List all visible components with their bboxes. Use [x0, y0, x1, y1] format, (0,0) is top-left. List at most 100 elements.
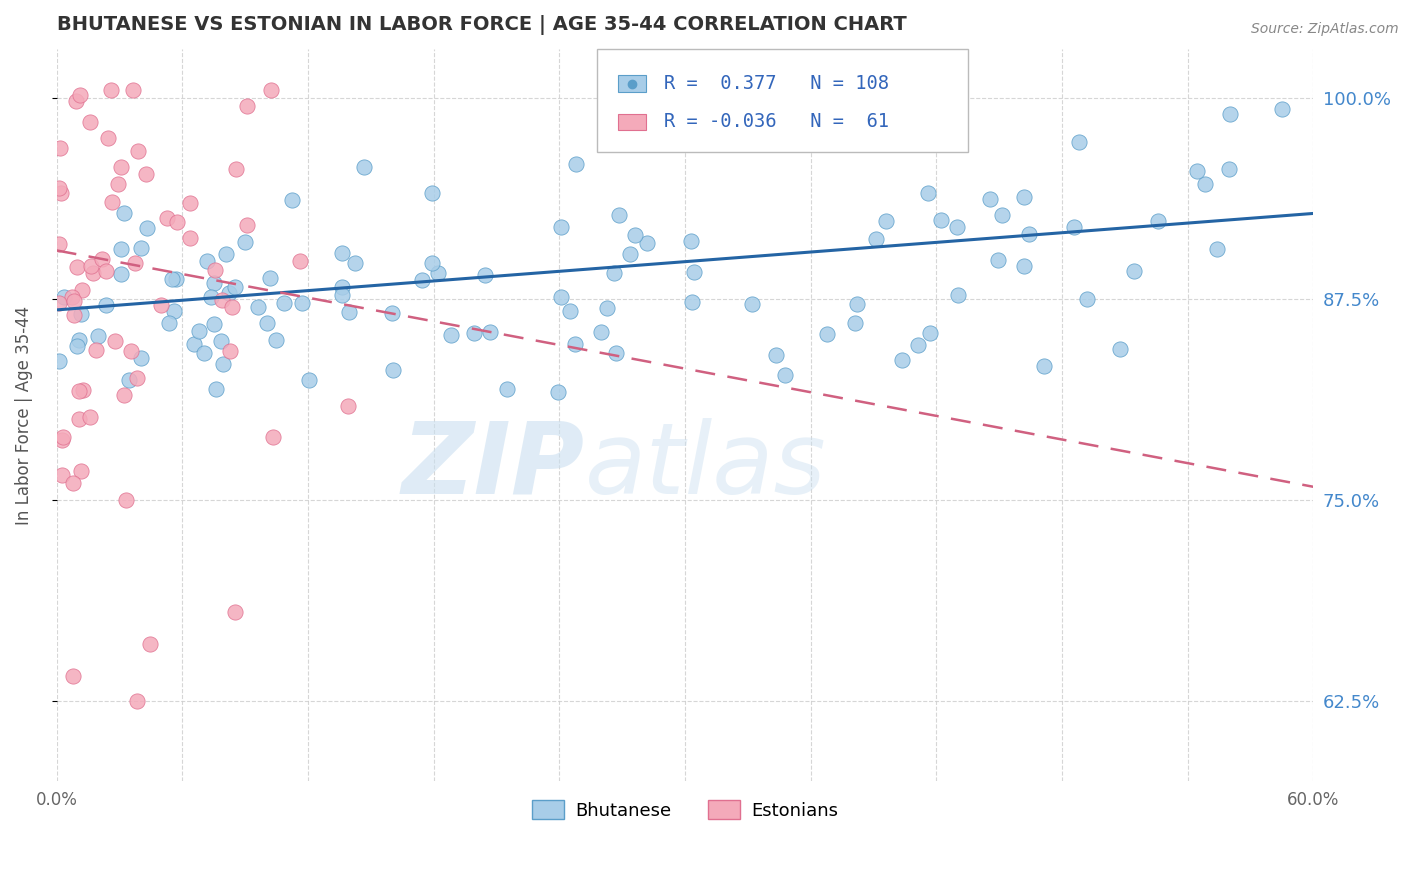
Point — [907, 338, 929, 352]
Point — [381, 306, 404, 320]
Point — [65, 94, 87, 108]
Text: R = -0.036   N =  61: R = -0.036 N = 61 — [664, 112, 889, 131]
Point — [51, 467, 73, 482]
Point — [67, 333, 90, 347]
Point — [298, 373, 321, 387]
FancyBboxPatch shape — [619, 76, 645, 92]
Point — [129, 351, 152, 365]
Point — [218, 285, 240, 300]
Point — [67, 384, 90, 398]
Point — [547, 385, 569, 400]
Point — [66, 338, 89, 352]
Point — [69, 88, 91, 103]
Point — [1206, 242, 1229, 256]
Point — [166, 215, 188, 229]
Point — [550, 220, 572, 235]
Point — [218, 343, 240, 358]
Point — [129, 241, 152, 255]
Point — [946, 287, 969, 301]
Point — [337, 304, 360, 318]
Point — [246, 300, 269, 314]
Point — [202, 317, 225, 331]
Point — [1018, 227, 1040, 241]
Point — [224, 280, 246, 294]
Point — [427, 267, 450, 281]
Point — [479, 325, 502, 339]
Point — [209, 334, 232, 348]
Point — [94, 298, 117, 312]
Point — [100, 82, 122, 96]
Point — [1033, 359, 1056, 373]
Text: ZIP: ZIP — [401, 418, 585, 515]
Point — [205, 382, 228, 396]
Point — [605, 345, 627, 359]
Point — [236, 219, 259, 233]
Point — [288, 253, 311, 268]
Point — [1014, 259, 1036, 273]
Point — [765, 348, 787, 362]
Point — [636, 235, 658, 250]
Text: BHUTANESE VS ESTONIAN IN LABOR FORCE | AGE 35-44 CORRELATION CHART: BHUTANESE VS ESTONIAN IN LABOR FORCE | A… — [56, 15, 907, 35]
Point — [90, 252, 112, 267]
Point — [69, 307, 91, 321]
Point — [474, 268, 496, 282]
Point — [844, 316, 866, 330]
Point — [110, 242, 132, 256]
Point — [215, 247, 238, 261]
Point — [1194, 177, 1216, 191]
Text: atlas: atlas — [585, 418, 827, 515]
Point — [67, 412, 90, 426]
Point — [52, 430, 75, 444]
Point — [845, 297, 868, 311]
Point — [114, 493, 136, 508]
Point — [165, 272, 187, 286]
Y-axis label: In Labor Force | Age 35-44: In Labor Force | Age 35-44 — [15, 306, 32, 524]
Point — [79, 409, 101, 424]
Point — [62, 475, 84, 490]
Point — [463, 326, 485, 340]
Point — [63, 309, 86, 323]
Point — [603, 266, 626, 280]
Point — [157, 316, 180, 330]
Point — [987, 253, 1010, 268]
FancyBboxPatch shape — [598, 49, 967, 152]
Point — [125, 371, 148, 385]
Point — [260, 82, 283, 96]
Point — [264, 334, 287, 348]
Point — [815, 327, 838, 342]
Point — [273, 296, 295, 310]
Point — [82, 266, 104, 280]
Point — [330, 287, 353, 301]
Legend: Bhutanese, Estonians: Bhutanese, Estonians — [524, 792, 845, 827]
Point — [156, 211, 179, 225]
Point — [62, 669, 84, 683]
Point — [48, 237, 70, 252]
Point — [112, 387, 135, 401]
Point — [1271, 102, 1294, 116]
Point — [118, 373, 141, 387]
Point — [183, 336, 205, 351]
Point — [946, 220, 969, 235]
Point — [623, 228, 645, 243]
Point — [741, 297, 763, 311]
Point — [875, 213, 897, 227]
Point — [233, 235, 256, 250]
Point — [336, 399, 359, 413]
Point — [607, 208, 630, 222]
Point — [681, 234, 703, 248]
Point — [979, 192, 1001, 206]
Point — [589, 325, 612, 339]
Point — [72, 383, 94, 397]
Point — [681, 295, 703, 310]
Point — [1187, 163, 1209, 178]
Point — [200, 290, 222, 304]
Point — [565, 156, 588, 170]
Point — [149, 298, 172, 312]
Point — [127, 145, 149, 159]
Point — [262, 430, 284, 444]
Point — [84, 343, 107, 357]
Point — [101, 194, 124, 209]
Point — [136, 221, 159, 235]
Point — [550, 290, 572, 304]
Point — [1218, 162, 1240, 177]
